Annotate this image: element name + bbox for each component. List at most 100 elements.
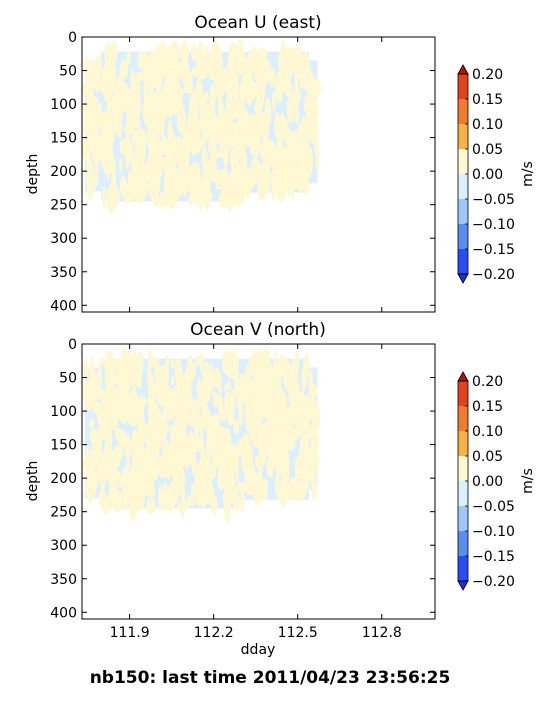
data-patch: [219, 130, 228, 140]
data-patch: [82, 147, 91, 157]
data-patch: [118, 490, 123, 501]
colorbar-tick-label: −0.10: [472, 217, 515, 233]
data-patch: [206, 434, 211, 465]
data-patch: [202, 168, 211, 183]
data-patch: [281, 146, 286, 156]
data-patch: [170, 455, 180, 481]
data-patch: [182, 37, 187, 70]
y-tick-label: 50: [59, 64, 77, 80]
x-axis: 111.9 112.2 112.5 112.8: [110, 344, 402, 641]
data-patch: [288, 176, 299, 186]
data-patch: [132, 439, 140, 466]
x-tick-label: 111.9: [110, 625, 150, 641]
data-patch: [245, 367, 252, 385]
data-patch: [197, 436, 204, 445]
data-patch: [279, 117, 283, 134]
data-patch: [257, 469, 263, 493]
data-patch: [174, 380, 182, 399]
data-patch: [224, 391, 232, 411]
data-patch: [85, 113, 93, 138]
colorbar-segment: [458, 124, 468, 150]
heatmap-field: [82, 37, 322, 214]
data-patch: [311, 479, 318, 501]
data-patch: [314, 157, 320, 172]
data-patch: [119, 139, 128, 155]
data-patch: [284, 81, 293, 97]
y-tick-label: 150: [50, 438, 77, 454]
data-patch: [298, 449, 304, 464]
data-patch: [111, 40, 118, 64]
colorbar-unit-label: m/s: [520, 468, 536, 494]
data-patch: [266, 410, 273, 430]
data-patch: [294, 456, 301, 483]
data-patch: [203, 96, 207, 116]
data-patch: [88, 418, 95, 428]
data-patch: [242, 150, 248, 177]
data-patch: [250, 46, 258, 61]
data-patch: [83, 357, 89, 380]
data-patch: [114, 111, 122, 136]
data-patch: [109, 185, 120, 209]
data-patch: [123, 183, 134, 204]
data-patch: [245, 169, 251, 200]
data-patch: [179, 86, 184, 100]
colorbar-tick-label: 0.20: [472, 67, 503, 83]
colorbar-segment: [458, 481, 468, 507]
data-patch: [249, 412, 255, 443]
colorbar-tick-label: −0.15: [472, 242, 515, 258]
data-patch: [107, 488, 112, 513]
data-patch: [137, 419, 147, 445]
data-patch: [105, 357, 111, 367]
data-patch: [98, 489, 107, 508]
data-patch: [306, 102, 313, 119]
data-patch: [151, 355, 156, 369]
data-patch: [160, 137, 170, 155]
data-patch: [230, 389, 235, 412]
data-patch: [155, 377, 160, 393]
data-patch: [247, 451, 251, 461]
data-patch: [177, 501, 184, 514]
colorbar-segment: [458, 249, 468, 275]
data-patch: [193, 135, 202, 153]
data-patch: [130, 492, 136, 502]
data-patch: [170, 356, 175, 369]
data-patch: [262, 110, 268, 125]
data-patch: [162, 433, 167, 449]
data-patch: [119, 374, 128, 399]
data-patch: [126, 107, 133, 122]
data-patch: [91, 140, 101, 167]
colorbar-v: 0.20 0.15 0.10 0.05 0.00 −0.05 −0.10 −0.15 −0.20…: [457, 371, 536, 591]
data-patch: [212, 368, 221, 386]
x-axis-label: dday: [241, 642, 276, 658]
data-patch: [113, 456, 121, 468]
data-patch: [233, 419, 241, 435]
data-patch: [245, 114, 253, 132]
data-patch: [174, 57, 180, 81]
colorbar-tick-label: 0.05: [472, 142, 503, 158]
data-patch: [118, 400, 129, 425]
y-tick-label: 250: [50, 505, 77, 521]
data-patch: [289, 476, 300, 488]
data-patch: [124, 492, 132, 504]
data-patch: [176, 144, 186, 153]
data-patch: [149, 97, 157, 124]
data-patch: [205, 188, 212, 201]
data-patch: [119, 59, 129, 80]
data-patch: [219, 471, 227, 489]
data-patch: [205, 106, 215, 134]
data-patch: [225, 84, 232, 96]
data-patch: [133, 109, 141, 119]
data-patch: [281, 458, 287, 479]
data-patch: [177, 418, 187, 432]
data-patch: [219, 108, 227, 127]
data-patch: [214, 449, 225, 468]
data-patch: [141, 182, 145, 193]
data-patch: [301, 448, 308, 464]
data-patch: [279, 429, 285, 445]
colorbar-segment: [458, 149, 468, 175]
data-patch: [89, 428, 97, 443]
y-tick-label: 200: [50, 164, 77, 180]
data-patch: [138, 447, 142, 471]
data-patch: [257, 164, 262, 195]
data-patch: [102, 185, 107, 211]
